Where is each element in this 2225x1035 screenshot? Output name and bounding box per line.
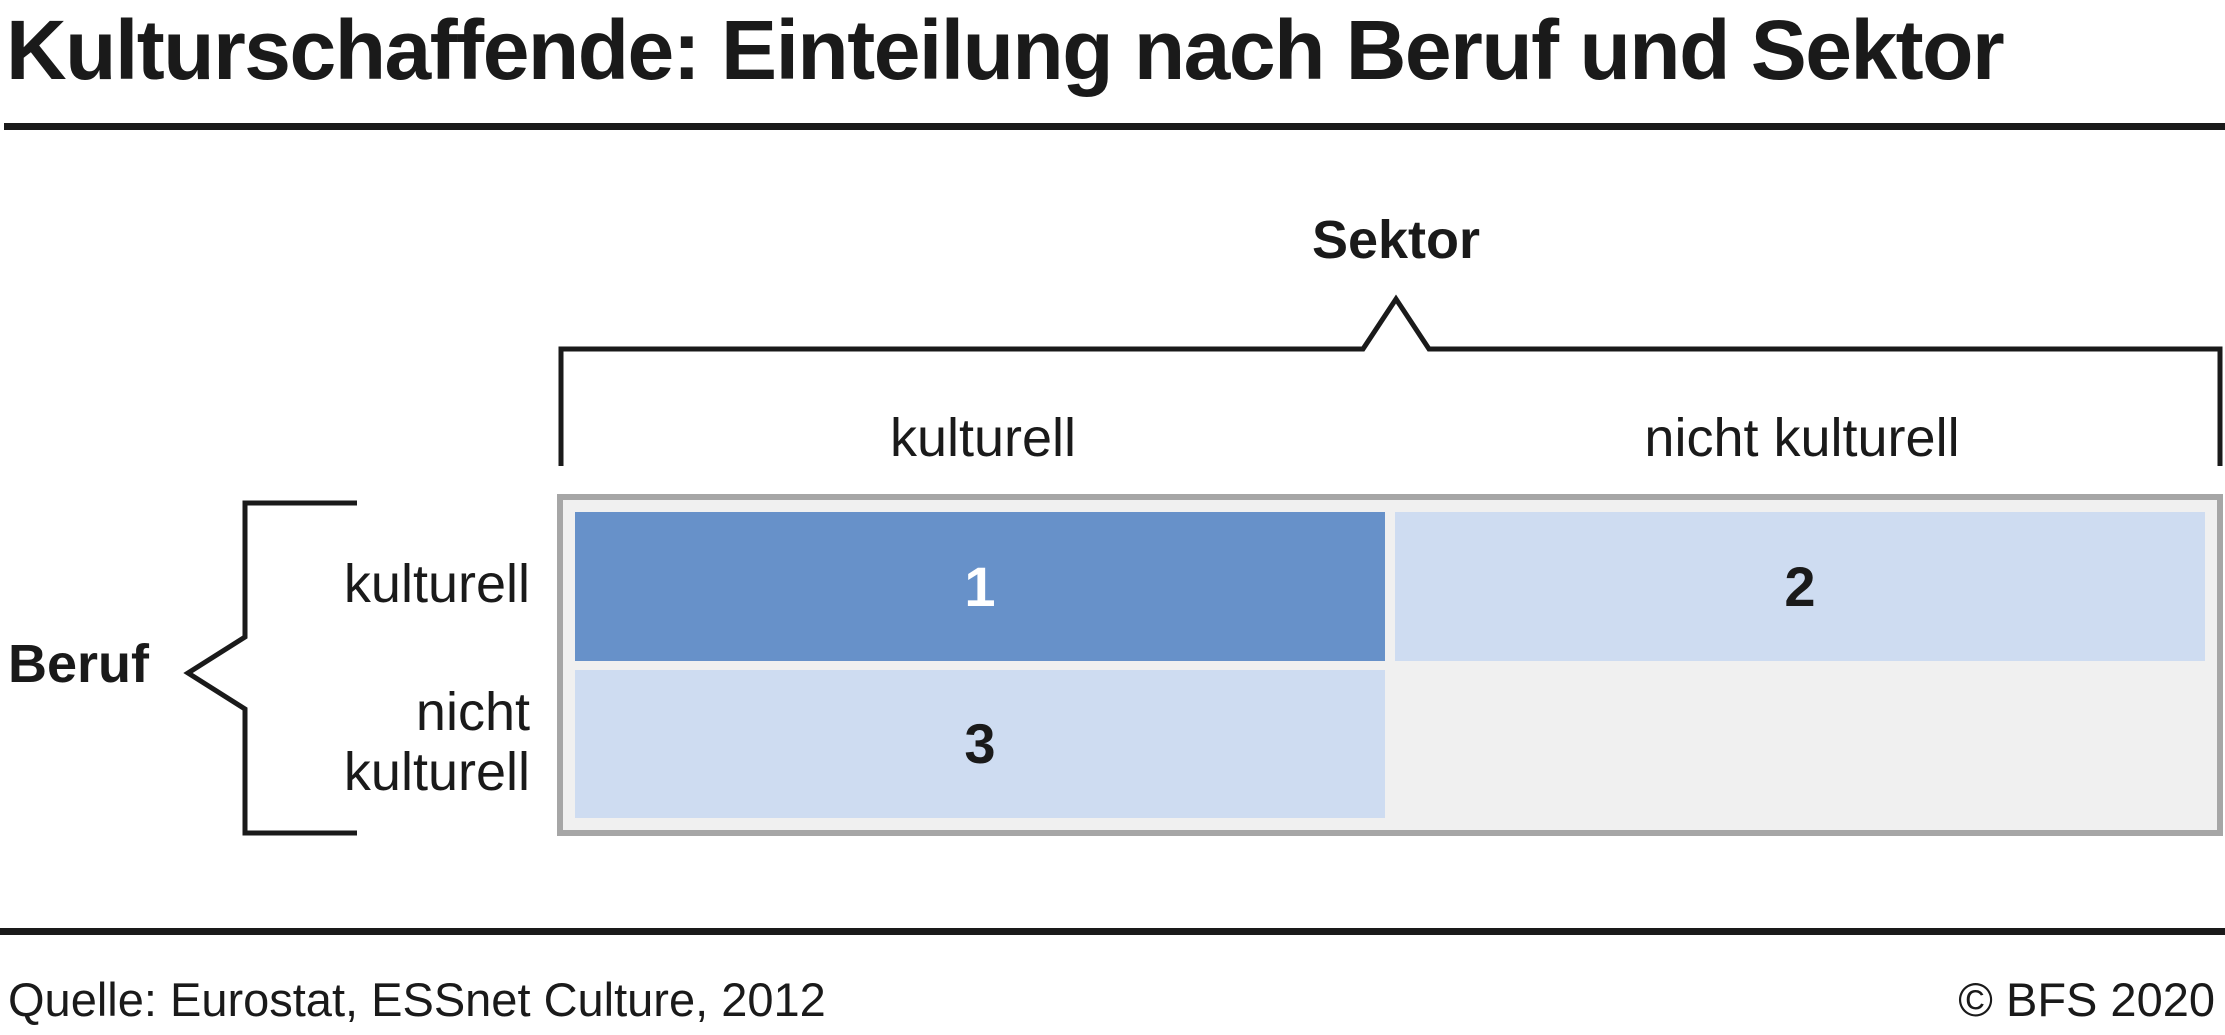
footer-divider [0, 928, 2225, 935]
column-label-kulturell: kulturell [889, 408, 1077, 468]
matrix-cell-2: 2 [1395, 512, 2205, 661]
classification-matrix: 1 2 3 [557, 494, 2223, 836]
copyright-note: © BFS 2020 [1958, 973, 2215, 1026]
matrix-cell-3: 3 [575, 669, 1385, 818]
source-note: Quelle: Eurostat, ESSnet Culture, 2012 [8, 973, 826, 1026]
row-label-nicht-kulturell: nicht kulturell [343, 682, 530, 802]
title-divider [4, 123, 2225, 130]
sector-group-label: Sektor [1311, 210, 1481, 270]
column-label-nicht-kulturell: nicht kulturell [1644, 408, 1960, 468]
matrix-cell-1: 1 [575, 512, 1385, 661]
matrix-cell-4 [1395, 670, 2205, 819]
page-title: Kulturschaffende: Einteilung nach Beruf … [6, 3, 2005, 97]
row-label-kulturell: kulturell [343, 554, 530, 614]
beruf-group-label: Beruf [8, 634, 150, 694]
